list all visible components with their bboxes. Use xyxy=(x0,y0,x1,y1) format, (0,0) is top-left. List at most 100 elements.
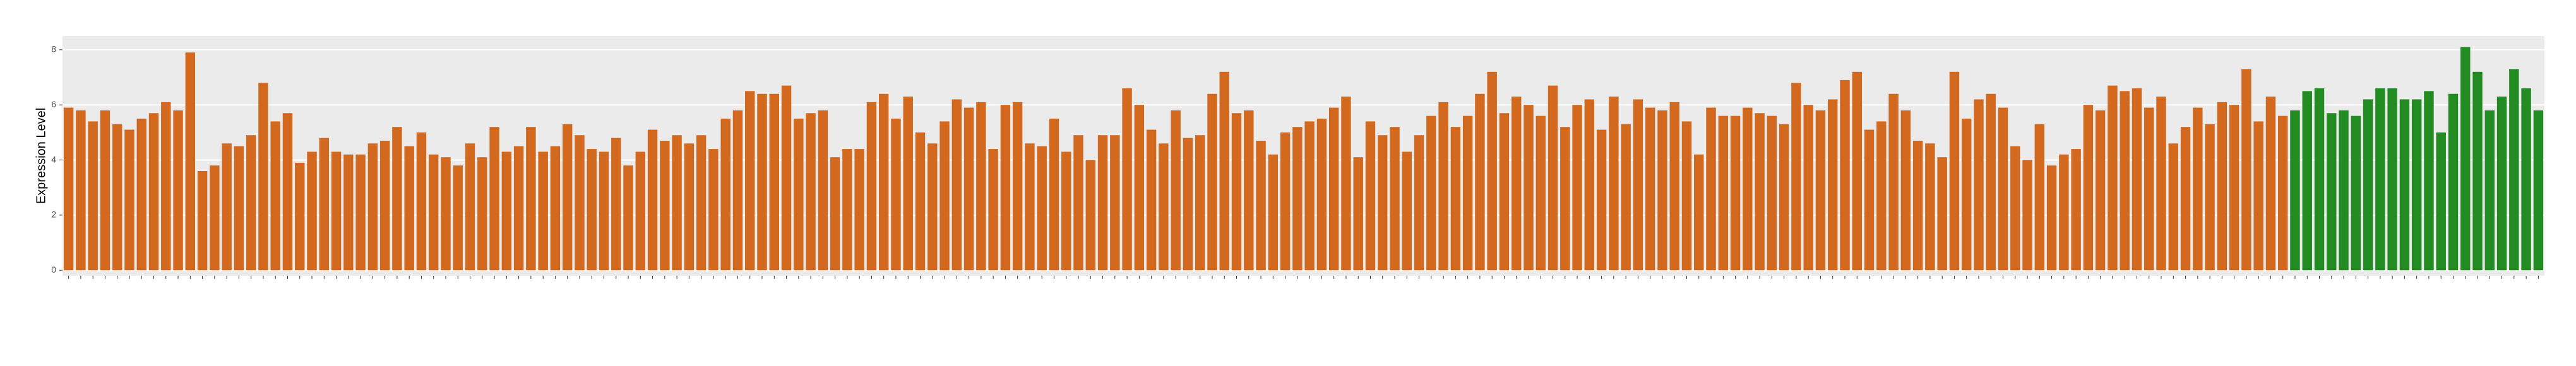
bar xyxy=(1645,107,1655,271)
bar xyxy=(2472,71,2483,271)
bar xyxy=(708,149,719,271)
bar xyxy=(2217,102,2227,271)
bar xyxy=(1402,151,1412,271)
bar xyxy=(63,107,74,271)
bar xyxy=(696,135,707,271)
bar xyxy=(1730,115,1741,271)
bar xyxy=(319,138,330,271)
bar xyxy=(1535,115,1546,271)
bar xyxy=(1085,160,1095,271)
bar xyxy=(2241,69,2251,271)
bar xyxy=(538,151,548,271)
bar xyxy=(562,124,573,271)
bar xyxy=(1864,129,1875,271)
bar xyxy=(2363,99,2373,271)
bar xyxy=(611,138,621,271)
bar xyxy=(282,113,293,271)
bar xyxy=(210,165,220,271)
bar xyxy=(355,154,366,271)
bar xyxy=(2265,97,2276,271)
bar xyxy=(927,143,938,271)
bar xyxy=(136,119,146,271)
bar xyxy=(1390,127,1400,271)
bar xyxy=(1621,124,1631,271)
bar xyxy=(891,119,901,271)
bar xyxy=(173,110,183,271)
bar xyxy=(526,127,536,271)
bar xyxy=(1378,135,1388,271)
bar xyxy=(1584,99,1595,271)
bar xyxy=(2229,105,2239,271)
bar xyxy=(1888,93,1899,271)
bar xyxy=(757,93,767,271)
bar xyxy=(623,165,633,271)
bar xyxy=(1743,107,1753,271)
bar xyxy=(915,132,926,271)
bar xyxy=(2521,88,2531,271)
bar xyxy=(587,149,597,271)
bar xyxy=(2034,124,2045,271)
bar xyxy=(453,165,463,271)
bar xyxy=(501,151,512,271)
bar xyxy=(343,154,354,271)
bar xyxy=(2059,154,2069,271)
bar xyxy=(2460,47,2471,271)
bar xyxy=(1097,135,1108,271)
bar xyxy=(1900,110,1911,271)
bar xyxy=(1633,99,1643,271)
bar xyxy=(1998,107,2008,271)
bar xyxy=(1657,110,1667,271)
bar xyxy=(1512,97,1522,271)
bar xyxy=(1499,113,1510,271)
bar xyxy=(112,124,122,271)
bar xyxy=(1961,119,1972,271)
bar xyxy=(1876,121,1887,271)
bar xyxy=(88,121,98,271)
bar xyxy=(513,146,524,271)
bar xyxy=(477,157,487,271)
bar xyxy=(1353,157,1363,271)
bar xyxy=(903,97,913,271)
bar xyxy=(392,127,402,271)
bar xyxy=(2533,110,2544,271)
bar xyxy=(550,146,561,271)
bar xyxy=(124,129,134,271)
bar xyxy=(1547,85,1558,271)
bar xyxy=(1292,127,1303,271)
bar xyxy=(1767,115,1777,271)
bar xyxy=(441,157,451,271)
bar xyxy=(331,151,342,271)
bar xyxy=(2046,165,2057,271)
bar xyxy=(1134,105,1145,271)
bar xyxy=(866,102,877,271)
bar xyxy=(2010,146,2020,271)
bar xyxy=(489,127,499,271)
y-tick-label: 8 xyxy=(51,44,56,54)
bar xyxy=(2071,149,2081,271)
bar xyxy=(1110,135,1120,271)
bar xyxy=(2132,88,2142,271)
bar xyxy=(1073,135,1083,271)
bar xyxy=(2436,132,2446,271)
bar xyxy=(416,132,427,271)
bar xyxy=(2351,115,2361,271)
bar xyxy=(2108,85,2118,271)
bar xyxy=(2339,110,2349,271)
bar xyxy=(2302,91,2312,271)
bar xyxy=(854,149,864,271)
bar xyxy=(2290,110,2300,271)
bar xyxy=(1852,71,1862,271)
bar xyxy=(720,119,730,271)
bar xyxy=(1791,83,1801,271)
bar xyxy=(1256,140,1266,271)
bar xyxy=(1925,143,1935,271)
bar xyxy=(2484,110,2495,271)
bar xyxy=(1049,119,1059,271)
bar xyxy=(2083,105,2094,271)
bar xyxy=(379,140,390,271)
bar xyxy=(161,102,171,271)
bar xyxy=(367,143,378,271)
bar xyxy=(1669,102,1679,271)
bar xyxy=(1207,93,1217,271)
bar xyxy=(1061,151,1071,271)
